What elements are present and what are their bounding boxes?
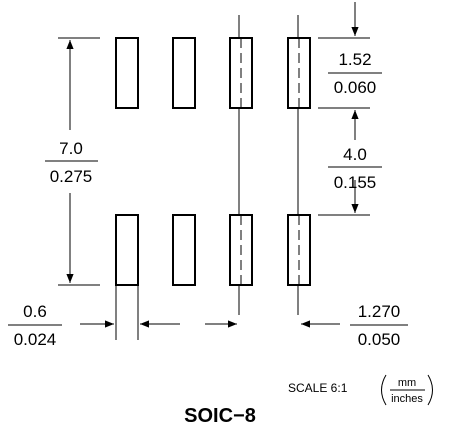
pitch-inches: 0.050: [358, 330, 401, 349]
package-title: SOIC−8: [184, 405, 256, 427]
pad-width-mm: 0.6: [23, 302, 47, 321]
row-gap-mm: 4.0: [343, 145, 367, 164]
scale-label: SCALE 6:1: [288, 381, 348, 395]
pad-width-inches: 0.024: [14, 330, 57, 349]
pad-span-mm: 7.0: [59, 139, 83, 158]
units-inches: inches: [391, 393, 423, 405]
pad: [115, 37, 139, 109]
pad-length-mm: 1.52: [338, 50, 371, 69]
pad: [115, 214, 139, 286]
row-gap-inches: 0.155: [334, 173, 377, 192]
units-left-paren: [381, 374, 387, 406]
pad: [172, 214, 196, 286]
pitch-mm: 1.270: [358, 302, 401, 321]
pad-span-inches: 0.275: [50, 167, 93, 186]
pad-length-inches: 0.060: [334, 78, 377, 97]
units-mm: mm: [398, 377, 416, 389]
pad: [172, 37, 196, 109]
units-right-paren: [427, 374, 433, 406]
